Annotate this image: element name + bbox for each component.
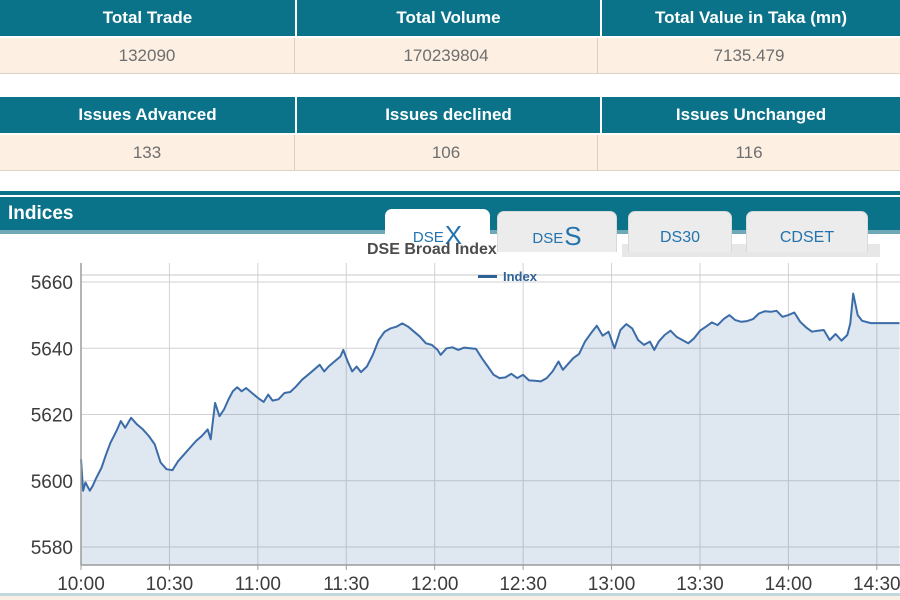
chart-title: DSE Broad Index (367, 241, 497, 258)
x-axis-tick-label: 12:00 (411, 574, 459, 595)
value-total-volume: 170239804 (295, 38, 598, 73)
x-axis-tick-label: 12:30 (499, 574, 547, 595)
tab-dsex-label-suffix: X (444, 220, 463, 250)
issues-summary-table: Issues Advanced Issues declined Issues U… (0, 97, 900, 171)
tab-cdset-label: CDSET (779, 229, 835, 246)
trade-summary-table: Total Trade Total Volume Total Value in … (0, 0, 900, 74)
index-line-series (80, 292, 900, 492)
y-axis-tick-label: 5660 (31, 273, 73, 294)
tab-cdset[interactable]: CDSET (746, 211, 868, 252)
header-issues-unchanged: Issues Unchanged (602, 97, 900, 133)
value-issues-unchanged: 116 (735, 142, 763, 162)
trade-summary-value-row: 132090 170239804 7135.479 (0, 38, 900, 74)
x-axis-tick-label: 13:30 (676, 574, 724, 595)
header-total-value: Total Value in Taka (mn) (602, 0, 900, 36)
trade-summary-header-row: Total Trade Total Volume Total Value in … (0, 0, 900, 36)
tab-dses-label: DSE (532, 230, 564, 247)
value-total-value: 7135.479 (713, 45, 785, 65)
x-axis-tick-label: 14:00 (765, 574, 813, 595)
value-issues-advanced: 133 (0, 135, 295, 170)
y-axis-tick-label: 5640 (31, 339, 73, 360)
value-issues-declined: 106 (295, 135, 598, 170)
x-axis-tick-label: 11:30 (323, 574, 369, 595)
y-axis-tick-label: 5620 (31, 406, 73, 427)
tab-ds30[interactable]: DS30 (628, 211, 732, 252)
header-issues-advanced: Issues Advanced (0, 97, 295, 133)
tab-dsex-label: DSE (412, 229, 444, 246)
y-axis-tick-label: 5600 (31, 472, 73, 493)
header-total-trade: Total Trade (0, 0, 295, 36)
y-axis-tick-label: 5580 (31, 538, 73, 559)
issues-summary-value-row: 133 106 116 (0, 135, 900, 171)
tab-dses-label-suffix: S (564, 221, 582, 251)
index-area-series (81, 293, 900, 565)
header-total-volume: Total Volume (297, 0, 600, 36)
value-total-trade: 132090 (0, 38, 295, 73)
issues-summary-header-row: Issues Advanced Issues declined Issues U… (0, 97, 900, 133)
tab-dsex[interactable]: DSE X (385, 209, 490, 251)
legend-line-swatch (478, 275, 497, 278)
tab-dses[interactable]: DSE S (497, 211, 617, 252)
bottom-cream-strip (0, 596, 900, 600)
legend-series-label: Index (503, 269, 537, 284)
x-axis-tick-label: 11:00 (235, 574, 281, 595)
tab-ds30-label: DS30 (659, 229, 701, 246)
header-issues-declined: Issues declined (297, 97, 600, 133)
bottom-rule-line (0, 593, 900, 596)
x-axis-tick-label: 13:00 (588, 574, 636, 595)
x-axis-tick-label: 10:00 (57, 574, 105, 595)
x-axis-tick-label: 14:30 (853, 574, 900, 595)
teal-separator-line (0, 191, 900, 195)
x-axis-tick-label: 10:30 (146, 574, 194, 595)
chart-legend: Index (478, 269, 537, 284)
indices-title: Indices (8, 202, 74, 224)
index-area-chart: 10:00 10:30 11:00 11:30 12:00 12:30 13:00 13:30… (31, 263, 900, 595)
